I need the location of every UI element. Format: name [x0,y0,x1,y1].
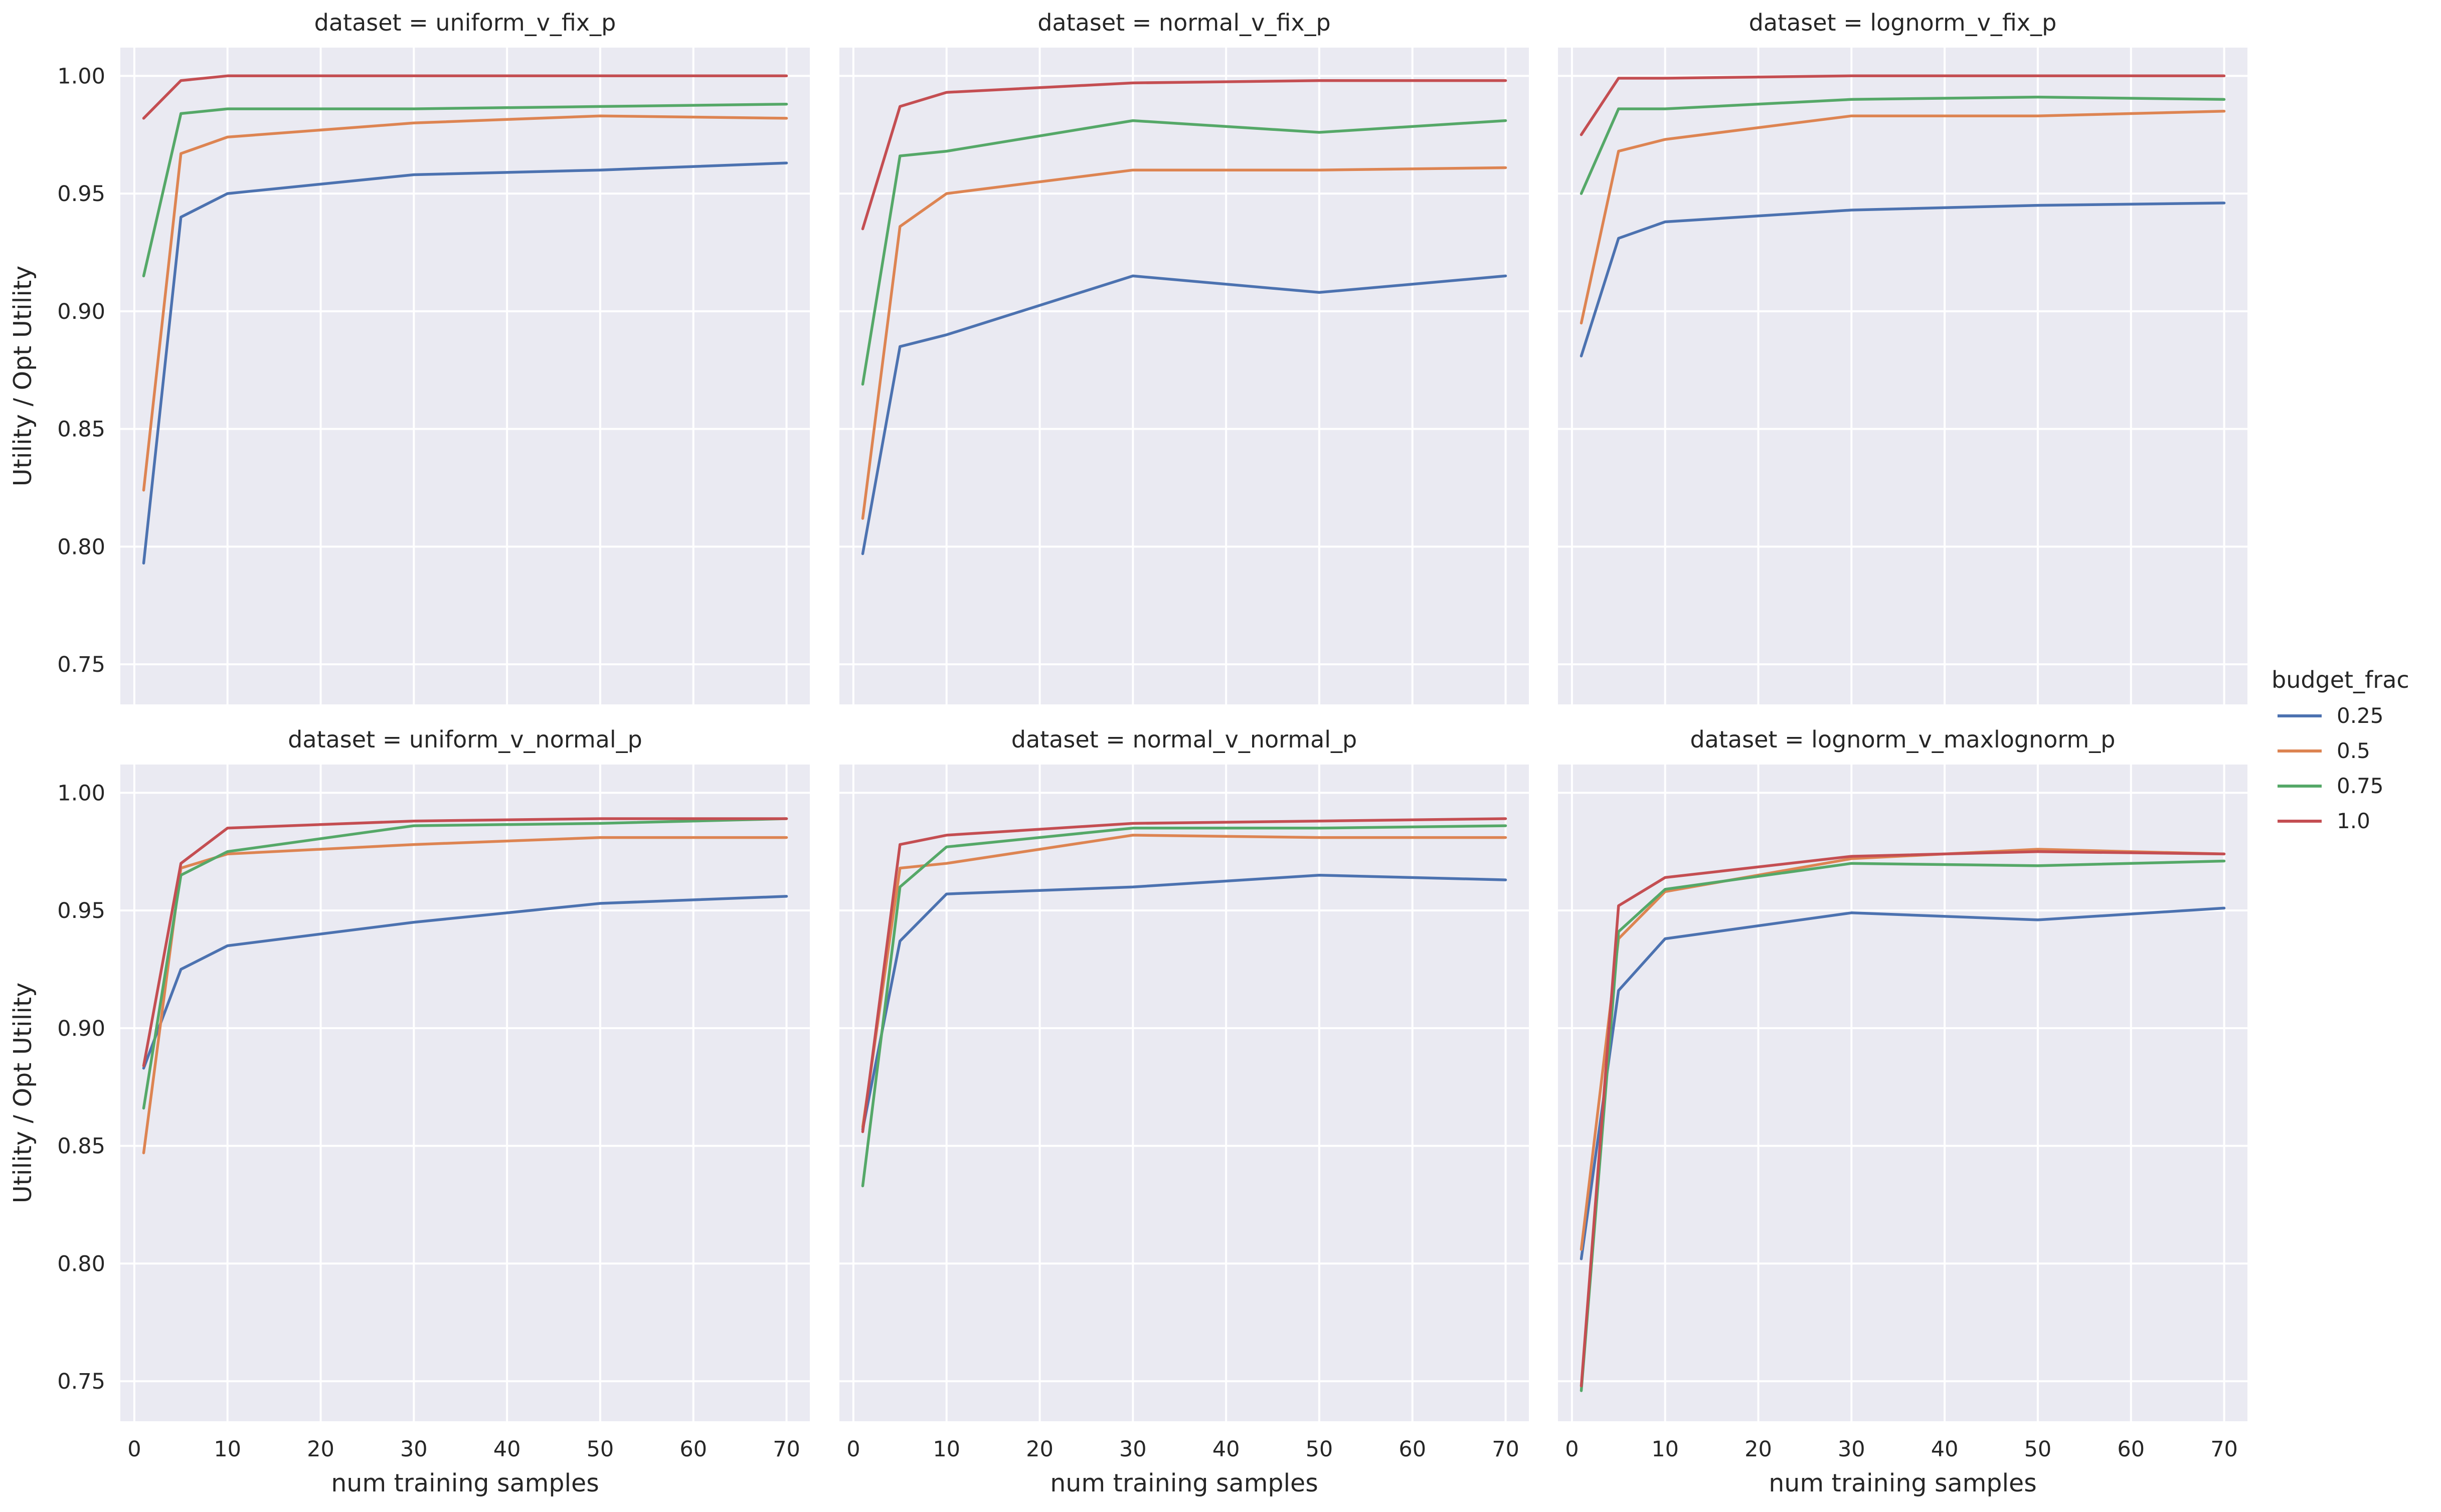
x-tick-label: 10 [214,1437,241,1462]
series-line-0.75 [861,824,1507,1188]
series-line-0.25 [1580,202,2226,357]
panel-3: dataset = lognorm_v_fix_p [1558,9,2247,704]
panel-title: dataset = normal_v_fix_p [1037,9,1331,36]
series-line-1.0 [142,817,788,1067]
y-tick-label: 0.85 [57,1134,105,1159]
series-line-0.25 [861,873,1507,1131]
y-tick-label: 0.95 [57,181,105,207]
panel-title: dataset = lognorm_v_fix_p [1749,9,2057,36]
x-tick-label: 10 [1651,1437,1679,1462]
series-line-0.25 [142,161,788,565]
series-line-0.5 [861,166,1507,520]
panel-title: dataset = uniform_v_fix_p [314,9,616,36]
series-line-1.0 [861,79,1507,231]
panel-background [120,765,810,1421]
series-line-0.75 [1580,95,2226,195]
panel-title: dataset = normal_v_normal_p [1011,726,1357,753]
panel-background [120,48,810,704]
y-tick-label: 0.80 [57,1251,105,1276]
panel-1: dataset = uniform_v_fix_p 0.75 0.80 0.85 0.9… [9,9,810,704]
x-axis-label: num training samples [1769,1469,2037,1497]
y-axis-label: Utility / Opt Utility [9,983,37,1203]
y-tick-label: 0.90 [57,1016,105,1041]
panel-background [839,48,1529,704]
y-tick-label: 0.75 [57,1369,105,1394]
y-tick-label: 0.95 [57,898,105,923]
y-tick-label: 0.90 [57,299,105,324]
series-line-1.0 [861,817,1507,1133]
x-tick-label: 30 [1838,1437,1865,1462]
legend-label: 0.25 [2337,703,2384,728]
series-line-0.5 [1580,110,2226,325]
y-tick-label: 0.75 [57,652,105,677]
x-tick-label: 20 [1026,1437,1054,1462]
series-line-0.25 [142,895,788,1070]
x-tick-label: 70 [773,1437,800,1462]
x-tick-label: 30 [1119,1437,1147,1462]
x-tick-label: 40 [493,1437,521,1462]
panel-background [1558,48,2247,704]
series-line-0.5 [142,114,788,492]
series-line-0.75 [142,102,788,278]
series-line-1.0 [1580,74,2226,136]
series-line-0.25 [861,274,1507,555]
panel-4: dataset = uniform_v_normal_p 0.75 0.80 0.85… [9,726,810,1497]
x-tick-label: 0 [846,1437,860,1462]
series-line-0.25 [1580,906,2226,1260]
panel-5: dataset = normal_v_normal_p 0 10 20 30 40 50 60… [839,726,1529,1497]
x-tick-label: 40 [1931,1437,1959,1462]
y-tick-label: 1.00 [57,781,105,806]
series-line-0.5 [861,834,1507,1128]
x-axis-label: num training samples [331,1469,599,1497]
x-tick-label: 20 [1745,1437,1772,1462]
panel-title: dataset = lognorm_v_maxlognorm_p [1690,726,2115,753]
y-axis-label: Utility / Opt Utility [9,266,37,486]
x-tick-label: 70 [1492,1437,1519,1462]
panel-background [839,765,1529,1421]
panel-title: dataset = uniform_v_normal_p [288,726,642,753]
x-tick-label: 50 [2024,1437,2052,1462]
x-tick-label: 20 [307,1437,334,1462]
legend-label: 0.5 [2337,738,2370,763]
series-line-0.75 [142,817,788,1110]
legend: budget_frac 0.25 0.5 0.75 1.0 [2272,666,2409,833]
x-tick-label: 30 [400,1437,428,1462]
x-tick-label: 50 [1306,1437,1333,1462]
legend-label: 0.75 [2337,774,2384,798]
y-tick-label: 0.80 [57,534,105,559]
series-line-0.75 [1580,859,2226,1392]
x-axis-label: num training samples [1050,1469,1318,1497]
x-tick-label: 60 [2117,1437,2145,1462]
series-line-1.0 [1580,850,2226,1388]
panel-background [1558,765,2247,1421]
x-tick-label: 40 [1212,1437,1240,1462]
series-line-0.75 [861,119,1507,386]
x-tick-label: 60 [679,1437,707,1462]
x-tick-label: 0 [127,1437,141,1462]
panel-6: dataset = lognorm_v_maxlognorm_p 0 10 20 30 4… [1558,726,2247,1497]
x-tick-label: 50 [587,1437,614,1462]
legend-title: budget_frac [2272,666,2409,693]
x-tick-label: 60 [1399,1437,1426,1462]
legend-label: 1.0 [2337,809,2370,833]
y-tick-label: 0.85 [57,417,105,442]
series-line-1.0 [142,74,788,120]
y-tick-label: 1.00 [57,64,105,89]
x-tick-label: 0 [1565,1437,1579,1462]
panel-2: dataset = normal_v_fix_p [839,9,1529,704]
x-tick-label: 70 [2210,1437,2238,1462]
x-tick-label: 10 [933,1437,960,1462]
